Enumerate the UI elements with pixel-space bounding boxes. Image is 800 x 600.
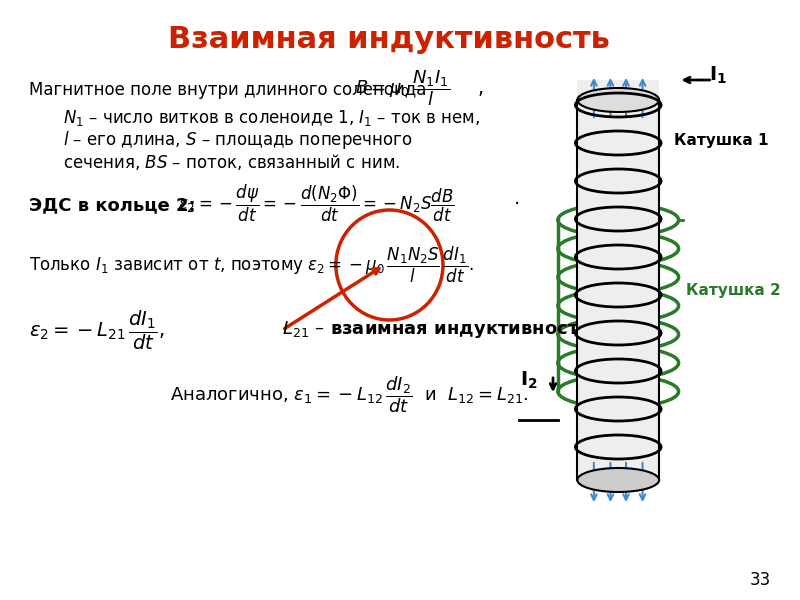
Text: $\varepsilon_2 = -L_{21}\,\dfrac{dI_1}{dt}$,: $\varepsilon_2 = -L_{21}\,\dfrac{dI_1}{d… [30, 308, 165, 352]
Text: .: . [514, 188, 520, 208]
Text: Магнитное поле внутри длинного соленоида: Магнитное поле внутри длинного соленоида [30, 81, 426, 99]
Text: Взаимная индуктивность: Взаимная индуктивность [169, 25, 610, 55]
Text: ЭДС в кольце 2:: ЭДС в кольце 2: [30, 196, 196, 214]
Ellipse shape [578, 468, 659, 492]
Text: $l$ – его длина, $S$ – площадь поперечного: $l$ – его длина, $S$ – площадь поперечно… [63, 129, 413, 151]
Text: $B = \mu_0\,\dfrac{N_1 I_1}{l}$: $B = \mu_0\,\dfrac{N_1 I_1}{l}$ [355, 68, 450, 108]
Text: Катушка 2: Катушка 2 [686, 283, 781, 298]
Text: сечения, $BS$ – поток, связанный с ним.: сечения, $BS$ – поток, связанный с ним. [63, 152, 400, 172]
Text: ,: , [477, 79, 483, 97]
Text: Катушка 1: Катушка 1 [674, 133, 768, 148]
Text: $\mathbf{I_1}$: $\mathbf{I_1}$ [709, 64, 726, 86]
Text: Только $I_1$ зависит от $t$, поэтому $\varepsilon_2 = -\mu_0\,\dfrac{N_1 N_2 S}{: Только $I_1$ зависит от $t$, поэтому $\v… [30, 245, 474, 285]
Text: $\mathbf{I_2}$: $\mathbf{I_2}$ [520, 370, 538, 391]
FancyBboxPatch shape [578, 80, 659, 480]
Text: $L_{21}$ – взаимная индуктивность.: $L_{21}$ – взаимная индуктивность. [282, 319, 597, 340]
Text: $N_1$ – число витков в соленоиде 1, $I_1$ – ток в нем,: $N_1$ – число витков в соленоиде 1, $I_1… [63, 108, 481, 128]
Text: Аналогично, $\varepsilon_1 = -L_{12}\,\dfrac{dI_2}{dt}$  и  $L_{12} = L_{21}$.: Аналогично, $\varepsilon_1 = -L_{12}\,\d… [170, 374, 529, 415]
Text: $\varepsilon_2 = -\dfrac{d\psi}{dt} = -\dfrac{d(N_2\Phi)}{dt} = -N_2 S\dfrac{dB}: $\varepsilon_2 = -\dfrac{d\psi}{dt} = -\… [178, 182, 455, 224]
Text: 33: 33 [750, 571, 771, 589]
Ellipse shape [578, 88, 659, 112]
